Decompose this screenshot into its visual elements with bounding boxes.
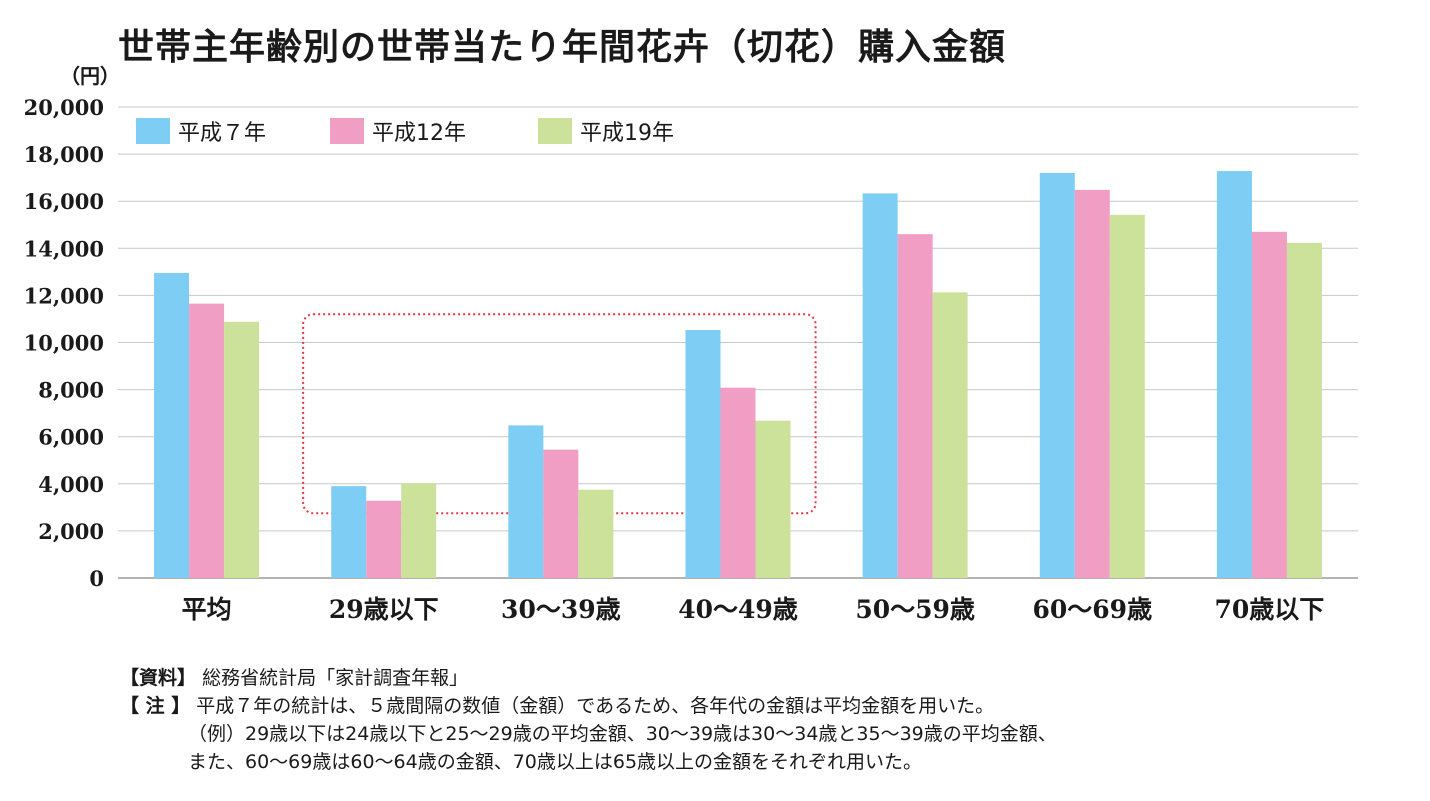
legend-label: 平成７年: [178, 121, 266, 146]
y-tick-label: 14,000: [24, 236, 104, 261]
bar: [366, 500, 402, 578]
x-category-label: 50〜59歳: [855, 595, 975, 624]
bar: [331, 486, 367, 578]
bar: [897, 234, 933, 579]
bar: [401, 483, 437, 578]
y-tick-label: 2,000: [38, 519, 104, 544]
bar: [685, 330, 721, 578]
source-row: 【資料】 総務省統計局「家計調査年報」: [120, 664, 1057, 692]
x-category-label: 29歳以下: [329, 595, 439, 624]
x-category-label: 30〜39歳: [501, 595, 621, 624]
bar: [1216, 171, 1252, 578]
chart-title: 世帯主年齢別の世帯当たり年間花卉（切花）購入金額: [118, 27, 1007, 68]
y-tick-label: 10,000: [24, 331, 104, 356]
x-category-label: 平均: [182, 595, 232, 624]
y-tick-label: 0: [89, 566, 104, 591]
x-category-label: 70歳以下: [1215, 595, 1325, 624]
note-row: 【 注 】 平成７年の統計は、５歳間隔の数値（金額）であるため、各年代の金額は平…: [120, 692, 1057, 720]
y-tick-label: 12,000: [24, 283, 104, 308]
bar: [508, 425, 544, 578]
bar: [224, 321, 260, 578]
note-line-2: （例）29歳以下は24歳以下と25〜29歳の平均金額、30〜39歳は30〜34歳…: [188, 723, 1057, 745]
legend-swatch: [538, 118, 572, 144]
bar: [720, 387, 756, 578]
source-text: 総務省統計局「家計調査年報」: [202, 667, 469, 689]
y-axis-unit: （円）: [60, 64, 120, 88]
highlight-box: [302, 313, 817, 515]
y-tick-label: 4,000: [38, 472, 104, 497]
bar: [755, 420, 791, 578]
bar: [543, 449, 579, 578]
legend-label: 平成12年: [372, 121, 466, 146]
y-tick-label: 18,000: [24, 142, 104, 167]
bar: [1074, 189, 1110, 578]
source-label: 【資料】: [120, 667, 197, 689]
legend-label: 平成19年: [580, 121, 674, 146]
chart-notes: 【資料】 総務省統計局「家計調査年報」 【 注 】 平成７年の統計は、５歳間隔の…: [120, 664, 1057, 776]
x-category-label: 40〜49歳: [678, 595, 798, 624]
legend-swatch: [136, 118, 170, 144]
note-label: 【 注 】: [120, 695, 191, 717]
bar: [154, 273, 190, 578]
bar: [862, 193, 898, 578]
legend-swatch: [330, 118, 364, 144]
y-tick-label: 8,000: [38, 378, 104, 403]
bar: [1039, 172, 1075, 578]
bar: [932, 292, 968, 578]
y-tick-label: 16,000: [24, 189, 104, 214]
bar: [1286, 242, 1322, 579]
note-line-1: 平成７年の統計は、５歳間隔の数値（金額）であるため、各年代の金額は平均金額を用い…: [196, 695, 995, 717]
bar-chart: 0 2,000 4,000 6,000 8,000 10,000 12,000 14,000 1…: [24, 95, 1358, 624]
y-tick-label: 20,000: [24, 95, 104, 120]
bar: [578, 489, 614, 578]
x-category-label: 60〜69歳: [1032, 595, 1152, 624]
bar: [1251, 231, 1287, 578]
note-line-3: また、60〜69歳は60〜64歳の金額、70歳以上は65歳以上の金額をそれぞれ用…: [188, 751, 923, 773]
y-tick-label: 6,000: [38, 425, 104, 450]
bar: [1109, 214, 1145, 578]
bar: [189, 303, 225, 578]
